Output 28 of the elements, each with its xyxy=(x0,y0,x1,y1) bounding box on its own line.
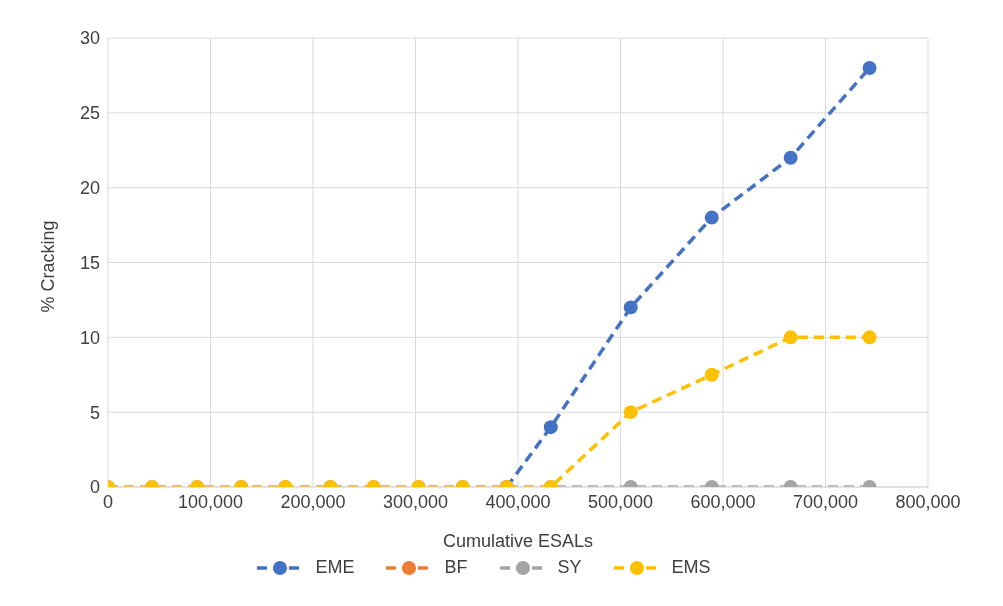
point xyxy=(783,150,798,165)
x-tick-label: 0 xyxy=(102,491,114,512)
x-axis-title: Cumulative ESALs xyxy=(442,531,594,551)
y-tick-label: 15 xyxy=(79,252,100,273)
legend-label: BF xyxy=(444,557,468,578)
point xyxy=(704,210,719,225)
point xyxy=(862,330,877,345)
x-tick-label: 300,000 xyxy=(382,491,449,512)
y-tick-label: 10 xyxy=(79,327,100,348)
point xyxy=(623,300,638,315)
y-tick-label: 0 xyxy=(89,477,100,498)
y-tick-label: 30 xyxy=(79,28,100,49)
legend-label: SY xyxy=(557,557,582,578)
legend-label: EME xyxy=(315,557,355,578)
x-tick-label: 600,000 xyxy=(690,491,756,512)
y-tick-label: 20 xyxy=(79,178,100,199)
y-tick-label: 25 xyxy=(79,103,100,124)
x-tick-label: 100,000 xyxy=(177,491,244,512)
y-tick-label: 5 xyxy=(89,402,100,423)
y-axis-title: % Cracking xyxy=(38,220,59,313)
point xyxy=(783,330,798,345)
x-tick-label: 400,000 xyxy=(485,491,551,512)
x-tick-label: 200,000 xyxy=(280,491,346,512)
x-tick-label: 700,000 xyxy=(792,491,859,512)
x-tick-label: 800,000 xyxy=(895,491,961,512)
x-tick-label: 500,000 xyxy=(587,491,654,512)
point xyxy=(704,367,719,382)
legend-label: EMS xyxy=(671,557,711,578)
